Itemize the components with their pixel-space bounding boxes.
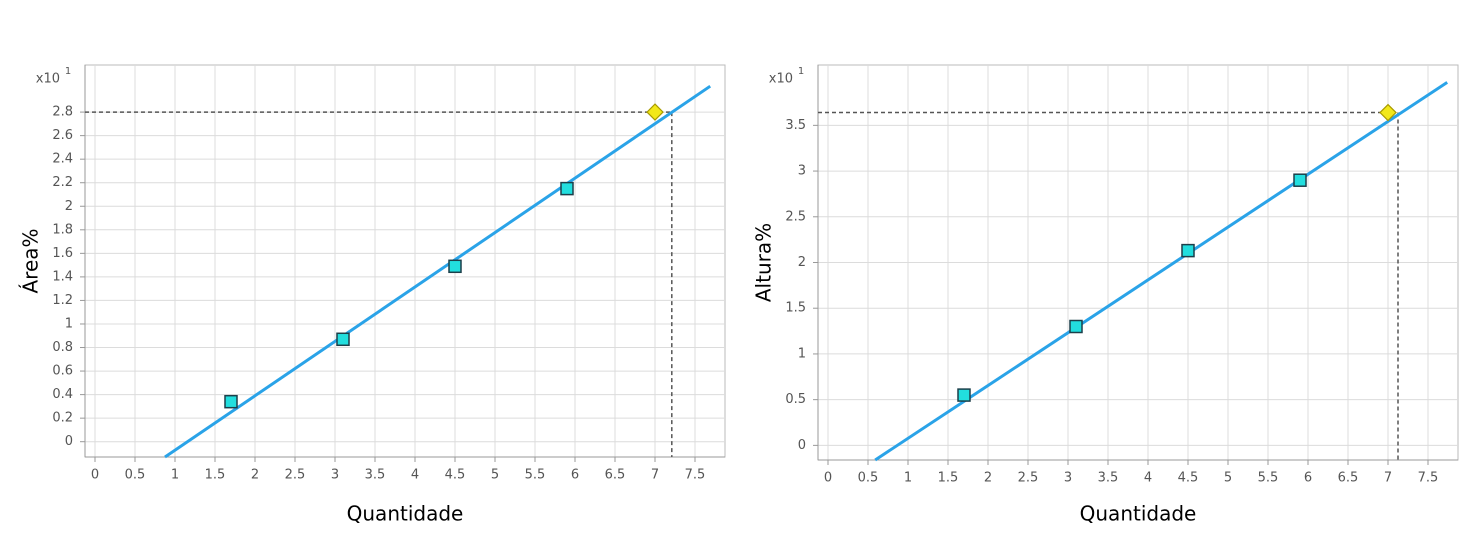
x-tick-label: 5.5 (525, 468, 546, 483)
point (1069, 319, 1083, 334)
plot-area (84, 64, 726, 458)
y-tick-label: 1.5 (785, 301, 806, 316)
x-axis-label: Quantidade (347, 502, 464, 526)
y-tick-label: 2.6 (52, 128, 73, 143)
x-tick-label: 6 (1304, 471, 1312, 486)
y-tick-label: 1.4 (52, 269, 73, 284)
x-tick-label: 0 (91, 468, 99, 483)
x-tick-label: 3 (1064, 471, 1072, 486)
x-tick-label: 4.5 (1178, 471, 1199, 486)
x-tick-label: 4.5 (445, 468, 466, 483)
x-tick-label: 5.5 (1258, 471, 1279, 486)
y-axis-label: Área% (19, 228, 43, 293)
y-tick-label: 3 (798, 164, 806, 179)
x-tick-label: 2.5 (285, 468, 306, 483)
y-tick-label: 1.2 (52, 293, 73, 308)
y-tick-label: 0 (65, 434, 73, 449)
y-tick-label: 2.5 (785, 209, 806, 224)
x-tick-label: 3.5 (1098, 471, 1119, 486)
y-tick-label: 2 (65, 199, 73, 214)
point (448, 259, 462, 274)
x-tick-label: 1.5 (938, 471, 959, 486)
point (336, 332, 350, 347)
x-tick-label: 2.5 (1018, 471, 1039, 486)
x-tick-label: 7 (651, 468, 659, 483)
x-tick-label: 2 (984, 471, 992, 486)
fit-line (164, 84, 712, 459)
x-tick-label: 0.5 (125, 468, 146, 483)
y-scale-label: x10 (36, 72, 60, 87)
x-tick-label: 6.5 (1338, 471, 1359, 486)
y-tick-label: 0 (798, 438, 806, 453)
y-tick-label: 0.6 (52, 364, 73, 379)
x-tick-label: 1.5 (205, 468, 226, 483)
y-tick-label: 0.5 (785, 392, 806, 407)
y-tick-label: 1 (65, 316, 73, 331)
x-tick-label: 1 (904, 471, 912, 486)
y-tick-label: 0.2 (52, 411, 73, 426)
point (1379, 103, 1397, 122)
point (957, 388, 971, 402)
point (646, 103, 664, 121)
y-tick-label: 1.6 (52, 246, 73, 261)
y-scale-exponent: 1 (798, 66, 804, 77)
x-tick-label: 7.5 (1418, 471, 1439, 486)
y-tick-label: 2.8 (52, 105, 73, 120)
x-tick-label: 0.5 (858, 471, 879, 486)
y-tick-label: 2 (798, 255, 806, 270)
y-tick-label: 3.5 (785, 118, 806, 133)
x-tick-label: 0 (824, 471, 832, 486)
x-tick-label: 1 (171, 468, 179, 483)
x-tick-label: 6 (571, 468, 579, 483)
y-tick-label: 1 (798, 346, 806, 361)
x-tick-label: 7 (1384, 471, 1392, 486)
x-tick-label: 3 (331, 468, 339, 483)
point (1181, 243, 1195, 258)
point (560, 181, 574, 196)
y-tick-label: 1.8 (52, 222, 73, 237)
x-tick-label: 4 (1144, 471, 1152, 486)
x-tick-label: 5 (491, 468, 499, 483)
y-tick-label: 0.8 (52, 340, 73, 355)
x-tick-label: 4 (411, 468, 419, 483)
y-tick-label: 2.4 (52, 152, 73, 167)
x-tick-label: 7.5 (685, 468, 706, 483)
y-tick-label: 0.4 (52, 387, 73, 402)
x-tick-label: 5 (1224, 471, 1232, 486)
y-scale-label: x10 (769, 72, 793, 87)
y-tick-label: 2.2 (52, 175, 73, 190)
x-tick-label: 3.5 (365, 468, 386, 483)
y-scale-exponent: 1 (65, 66, 71, 77)
x-tick-label: 6.5 (605, 468, 626, 483)
x-tick-label: 2 (251, 468, 259, 483)
point (1293, 173, 1307, 187)
y-axis-label: Altura% (752, 223, 776, 302)
point (224, 394, 238, 409)
x-axis-label: Quantidade (1080, 502, 1197, 526)
